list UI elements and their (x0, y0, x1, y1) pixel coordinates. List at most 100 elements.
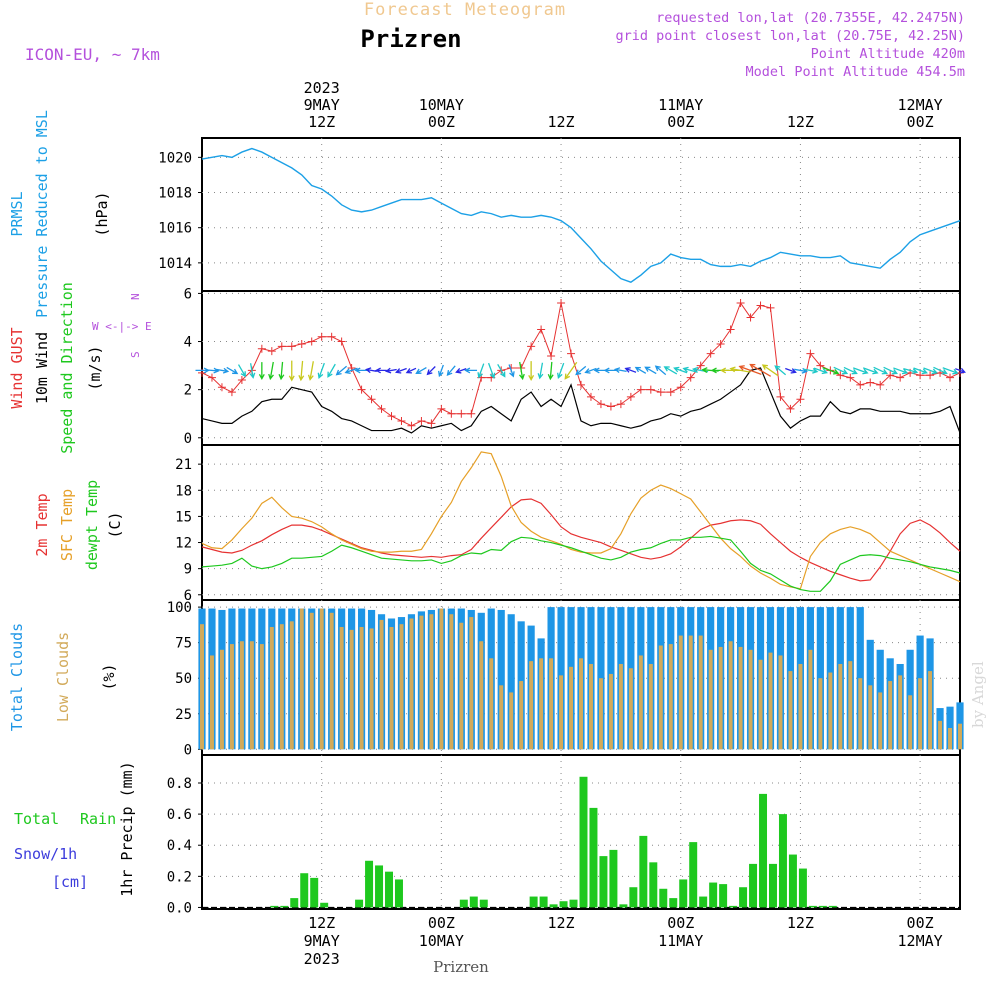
top-time-label: 12MAY (898, 96, 943, 114)
low-cloud-bar (778, 655, 783, 750)
pressure-ytick-label: 1018 (158, 186, 192, 202)
wind-ytick-label: 6 (184, 286, 192, 302)
gust-marker (636, 385, 645, 394)
low-cloud-bar (449, 614, 454, 750)
requested-coords: requested lon,lat (20.7355E, 42.2475N) (656, 10, 965, 26)
wind-direction-arrow (298, 360, 305, 382)
rain-bar (589, 807, 598, 908)
rain-bar (669, 898, 678, 908)
gust-marker (766, 303, 775, 312)
low-cloud-bar (219, 649, 224, 750)
temp-dew-label: dewpt Temp (83, 480, 101, 570)
low-cloud-bar (289, 621, 294, 750)
wind-direction-arrow (584, 367, 597, 374)
wind-direction-arrow (575, 365, 587, 376)
wind-direction-arrow (873, 366, 889, 375)
precip-axis-label: 1hr Precip (mm) (118, 761, 136, 896)
wind-direction-arrow (487, 362, 496, 379)
pressure-ytick-label: 1016 (158, 221, 192, 237)
wind-direction-arrow (327, 363, 336, 378)
rain-bar (808, 905, 817, 908)
low-cloud-bar (369, 628, 374, 750)
low-cloud-bar (758, 659, 763, 750)
gust-line (201, 301, 961, 427)
rain-bar (659, 888, 668, 908)
gust-marker (746, 313, 755, 322)
wind-direction-arrow (738, 365, 762, 375)
gust-marker (896, 373, 905, 382)
gust-marker (537, 325, 546, 334)
gust-marker (317, 332, 326, 341)
clouds-ytick-label: 75 (175, 636, 192, 652)
rain-bar (549, 904, 558, 908)
rain-bar (310, 877, 319, 908)
low-cloud-bar (708, 649, 713, 750)
low-cloud-bar (359, 627, 364, 750)
low-cloud-bar (818, 678, 823, 750)
gust-marker (846, 373, 855, 382)
gust-marker (237, 376, 246, 385)
wind-direction-arrow (903, 367, 919, 375)
gust-marker (567, 349, 576, 358)
rain-bar (365, 860, 374, 908)
bottom-time-label: 2023 (304, 950, 340, 968)
wind-direction-arrow (729, 366, 751, 373)
top-time-label: 11MAY (658, 96, 703, 114)
gust-marker (407, 421, 416, 430)
wind-direction-arrow (822, 366, 840, 375)
wind-direction-arrow (446, 365, 456, 377)
low-cloud-bar (569, 666, 574, 750)
low-cloud-bar (588, 663, 593, 750)
wind-direction-arrow (365, 367, 377, 374)
clouds-ytick-label: 100 (167, 600, 192, 616)
low-cloud-bar (209, 655, 214, 750)
wind-direction-arrow (477, 363, 485, 379)
wind-direction-arrow (852, 367, 869, 375)
gust-marker (337, 337, 346, 346)
wind-direction-arrow (215, 367, 230, 374)
gust-marker (227, 388, 236, 397)
rain-bar (699, 896, 708, 908)
legend-snow: Snow/1h (14, 845, 77, 863)
top-time-label: 12Z (308, 113, 335, 131)
low-cloud-bar (918, 678, 923, 750)
low-clouds-label: Low Clouds (54, 632, 72, 722)
bottom-time-label: 12Z (548, 914, 575, 932)
compass-n: N (129, 293, 142, 300)
model-label: ICON-EU, ~ 7km (25, 45, 160, 64)
wind-direction-arrow (933, 366, 948, 375)
low-cloud-bar (858, 678, 863, 750)
clouds-ytick-label: 0 (184, 742, 192, 758)
low-cloud-bar (559, 675, 564, 750)
wind-direction-arrow (205, 367, 220, 374)
low-cloud-bar (489, 658, 494, 750)
precipitation-frame (201, 754, 961, 910)
wind-direction-arrow (426, 366, 436, 376)
gust-marker (866, 378, 875, 387)
rain-bar (579, 776, 588, 908)
wind-direction-arrow (749, 363, 772, 377)
wind-ytick-label: 0 (184, 431, 192, 447)
gust-marker (327, 332, 336, 341)
wind-direction-arrow (405, 367, 417, 374)
wind-direction-arrow (644, 366, 657, 375)
low-cloud-bar (239, 641, 244, 750)
low-cloud-bar (648, 663, 653, 750)
low-cloud-bar (768, 652, 773, 750)
wind-direction-arrow (288, 360, 295, 382)
low-cloud-bar (898, 675, 903, 750)
gust-marker (776, 392, 785, 401)
temperature-ytick-label: 18 (175, 483, 192, 499)
gust-marker (626, 392, 635, 401)
gust-marker (786, 404, 795, 413)
low-cloud-bar (329, 612, 334, 750)
low-cloud-bar (309, 612, 314, 750)
rain-bar (689, 842, 698, 908)
top-time-label: 00Z (907, 113, 934, 131)
clouds-unit-label: (%) (100, 663, 118, 690)
rain-bar (320, 902, 329, 908)
rain-bar (649, 862, 658, 908)
wind-direction-arrow (913, 367, 928, 375)
wind-direction-arrow (654, 365, 667, 376)
rain-bar (619, 904, 628, 908)
